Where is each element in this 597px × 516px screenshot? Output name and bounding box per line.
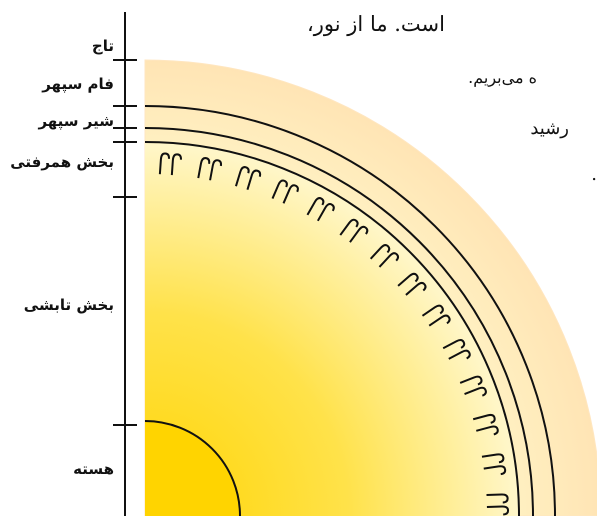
convection-cell [397, 272, 427, 296]
sun-body [145, 142, 519, 516]
convection-cell [459, 375, 487, 397]
convection-cell [158, 152, 182, 176]
convection-cell [481, 453, 507, 476]
convection-cell [271, 179, 299, 204]
label-corona: تاج [91, 37, 114, 55]
convection-cell [339, 218, 369, 243]
chromosphere-boundary [144, 127, 534, 516]
convection-cell [197, 157, 223, 181]
label-core: هسته [73, 460, 114, 478]
convection-cell [306, 197, 335, 222]
convection-cell [486, 493, 510, 516]
photosphere-boundary [144, 105, 556, 516]
core-region [145, 421, 240, 516]
text-line-1: است. ما از نور، [307, 12, 445, 36]
label-convection-zone: بخش همرفتی [10, 153, 114, 171]
convection-cell [234, 166, 262, 190]
convection-cell [421, 304, 451, 327]
convection-cells [158, 152, 510, 516]
convection-cell [472, 413, 499, 436]
label-photosphere: فام سپهر [42, 75, 114, 93]
convection-boundary [144, 141, 520, 516]
text-line-2: ه می‌بریم. [468, 68, 537, 87]
text-line-4: . [591, 164, 597, 185]
label-radiative-zone: بخش تابشی [23, 296, 114, 314]
convection-cell [369, 244, 400, 268]
core-boundary [144, 420, 241, 516]
convection-cell [442, 339, 471, 360]
label-chromosphere: شیر سپهر [38, 112, 114, 130]
text-line-3: رشید [530, 118, 569, 139]
